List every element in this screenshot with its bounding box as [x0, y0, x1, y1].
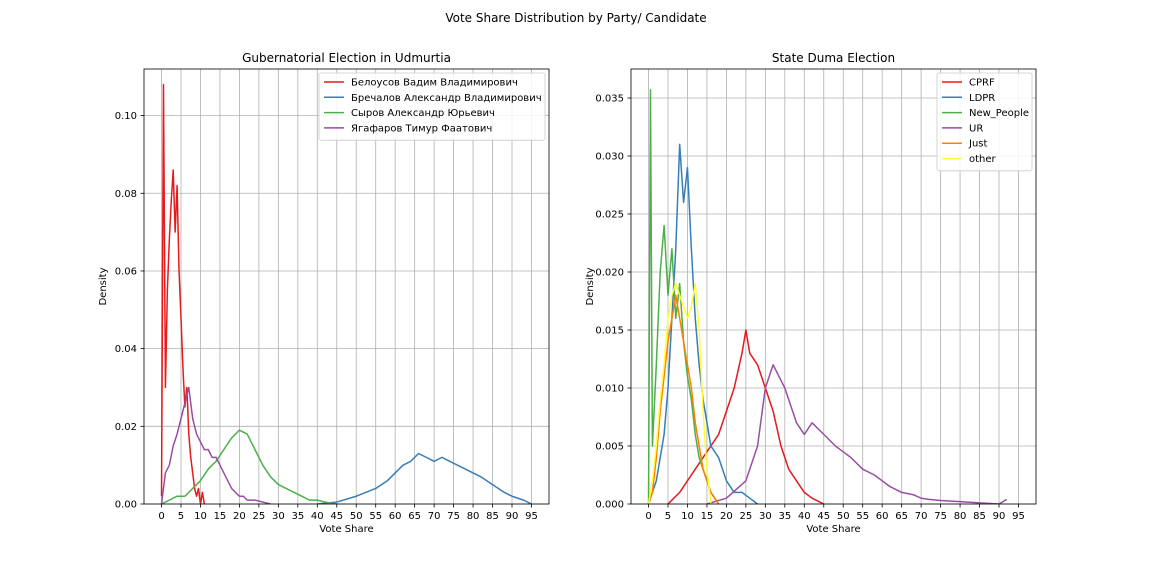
legend-entry-label: UR [969, 123, 983, 134]
x-tick-label: 65 [895, 511, 908, 522]
y-tick-label: 0.020 [595, 268, 624, 279]
y-tick-label: 0.010 [595, 384, 624, 395]
x-tick-label: 40 [311, 511, 324, 522]
x-tick-label: 55 [369, 511, 382, 522]
series-line-4 [647, 294, 720, 504]
x-tick-label: 0 [645, 511, 651, 522]
x-tick-label: 60 [876, 511, 889, 522]
x-tick-label: 40 [798, 511, 811, 522]
y-tick-label: 0.025 [595, 210, 624, 221]
legend-entry-label: other [969, 154, 997, 165]
axes-frame [630, 68, 1037, 505]
series-line-2 [161, 429, 337, 504]
legend-entry-label: Бречалов Александр Владимирович [351, 93, 542, 104]
x-tick-label: 60 [389, 511, 402, 522]
x-tick-label: 15 [701, 511, 714, 522]
series-group [647, 89, 1008, 504]
y-tick-label: 0.00 [115, 500, 137, 511]
legend-box [318, 72, 546, 141]
x-tick-label: 70 [428, 511, 441, 522]
x-tick-label: 85 [486, 511, 499, 522]
figure-suptitle: Vote Share Distribution by Party/ Candid… [445, 11, 706, 25]
x-tick-label: 50 [350, 511, 363, 522]
series-group [160, 83, 532, 504]
x-tick-label: 80 [467, 511, 480, 522]
y-tick-label: 0.005 [595, 442, 624, 453]
series-line-1 [647, 143, 759, 504]
legend-entry-label: New_People [969, 108, 1029, 119]
series-line-3 [160, 386, 271, 504]
x-tick-label: 65 [408, 511, 421, 522]
x-tick-label: 20 [720, 511, 733, 522]
series-line-2 [647, 89, 720, 504]
right-panel: 0 5 10 15 20 25 30 35 40 45 50 55 60 65 70 75 80 85 90 95 0.… [585, 51, 1037, 535]
x-tick-label: 90 [506, 511, 519, 522]
legend: CPRF LDPR New_People UR Just other [936, 72, 1033, 172]
x-tick-label: 30 [272, 511, 285, 522]
y-tick-label: 0.035 [595, 94, 624, 105]
axes-frame [143, 68, 550, 505]
y-tick-label: 0.000 [595, 500, 624, 511]
x-tick-label: 20 [233, 511, 246, 522]
legend-entry-label: CPRF [969, 78, 995, 89]
panel-title: State Duma Election [772, 51, 895, 65]
x-tick-label: 95 [525, 511, 538, 522]
legend-entry-label: Ягафаров Тимур Фаатович [351, 123, 492, 134]
y-tick-label: 0.030 [595, 152, 624, 163]
x-tick-label: 85 [973, 511, 986, 522]
y-tick-label: 0.06 [115, 266, 137, 277]
x-tick-label: 75 [934, 511, 947, 522]
legend: Белоусов Вадим Владимирович Бречалов Алек… [318, 72, 546, 141]
series-line-5 [647, 282, 712, 504]
x-tick-label: 80 [954, 511, 967, 522]
grid [144, 69, 549, 505]
x-tick-label: 10 [681, 511, 694, 522]
series-line-1 [317, 452, 532, 504]
y-tick-label: 0.02 [115, 422, 137, 433]
legend-entry-label: LDPR [969, 93, 995, 104]
panel-title: Gubernatorial Election in Udmurtia [242, 51, 451, 65]
y-axis-label: Density [98, 267, 109, 305]
x-tick-label: 90 [993, 511, 1006, 522]
x-tick-label: 55 [856, 511, 869, 522]
x-tick-label: 35 [778, 511, 791, 522]
x-tick-label: 15 [214, 511, 227, 522]
x-tick-label: 25 [740, 511, 753, 522]
y-tick-label: 0.04 [115, 344, 137, 355]
legend-entry-label: Just [968, 139, 987, 150]
left-panel: 0 5 10 15 20 25 30 35 40 45 50 55 60 65 70 75 80 85 90 95 0.… [98, 51, 550, 535]
x-tick-label: 45 [330, 511, 343, 522]
series-line-3 [706, 364, 1008, 504]
x-tick-label: 70 [915, 511, 928, 522]
y-tick-label: 0.10 [115, 111, 137, 122]
y-tick-label: 0.015 [595, 326, 624, 337]
legend-entry-label: Белоусов Вадим Владимирович [351, 78, 518, 89]
x-tick-label: 5 [178, 511, 184, 522]
x-axis-label: Vote Share [806, 524, 860, 535]
series-line-0 [667, 329, 825, 504]
x-tick-label: 25 [253, 511, 266, 522]
x-tick-label: 10 [194, 511, 207, 522]
x-tick-label: 0 [158, 511, 164, 522]
x-tick-label: 5 [665, 511, 671, 522]
y-tick-label: 0.08 [115, 189, 137, 200]
x-tick-label: 35 [291, 511, 304, 522]
legend-entry-label: Сыров Александр Юрьевич [351, 108, 495, 119]
series-line-0 [160, 83, 206, 504]
x-tick-label: 30 [759, 511, 772, 522]
x-tick-label: 95 [1012, 511, 1025, 522]
x-axis-label: Vote Share [319, 524, 373, 535]
y-axis-label: Density [585, 267, 596, 305]
x-tick-label: 45 [817, 511, 830, 522]
x-tick-label: 50 [837, 511, 850, 522]
x-tick-label: 75 [447, 511, 460, 522]
